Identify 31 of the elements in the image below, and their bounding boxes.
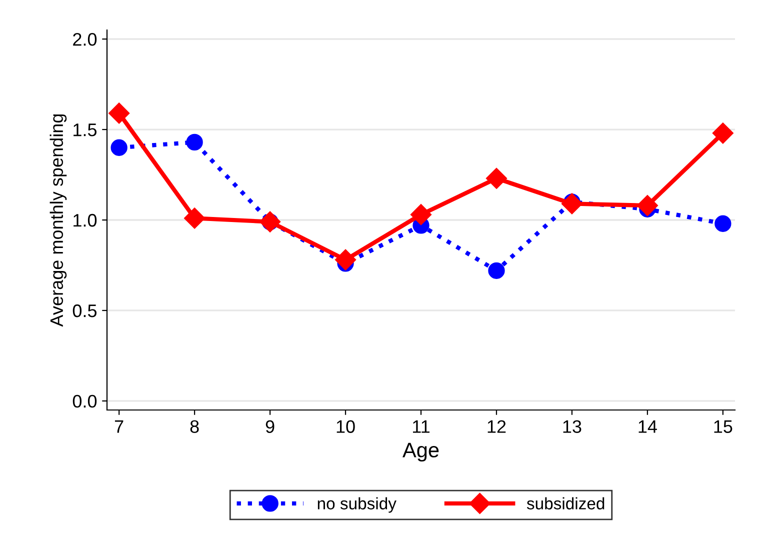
x-tick-label: 12 <box>488 420 506 433</box>
x-tick-label: 15 <box>714 420 732 433</box>
legend-label: no subsidy <box>318 497 396 513</box>
y-tick-label: 1.5 <box>74 124 97 136</box>
x-tick-label: 14 <box>638 420 657 433</box>
x-tick-label: 10 <box>336 420 355 433</box>
y-tick-label: 0.5 <box>72 304 97 318</box>
y-axis-title: Average monthly spending <box>50 114 67 327</box>
y-tick-label: 2.0 <box>73 32 97 46</box>
x-tick-label: 9 <box>266 420 274 433</box>
y-tick-label: 0.0 <box>72 394 97 408</box>
x-tick-label: 7 <box>114 420 124 433</box>
point <box>335 249 356 270</box>
point <box>561 193 582 214</box>
point <box>108 102 130 124</box>
point <box>486 168 507 189</box>
point <box>488 262 505 279</box>
point <box>260 211 281 232</box>
point <box>184 208 206 229</box>
y-tick-label: 1.0 <box>74 214 97 227</box>
x-tick-label: 13 <box>563 420 582 433</box>
x-tick-label: 8 <box>190 420 199 433</box>
point <box>110 139 128 156</box>
point <box>714 215 732 232</box>
point <box>712 122 734 144</box>
point <box>186 134 203 151</box>
x-axis-title: Age <box>402 442 439 462</box>
point <box>636 195 658 216</box>
legend-label: subsidized <box>526 497 604 510</box>
x-tick-label: 11 <box>413 420 430 433</box>
point <box>410 204 432 226</box>
